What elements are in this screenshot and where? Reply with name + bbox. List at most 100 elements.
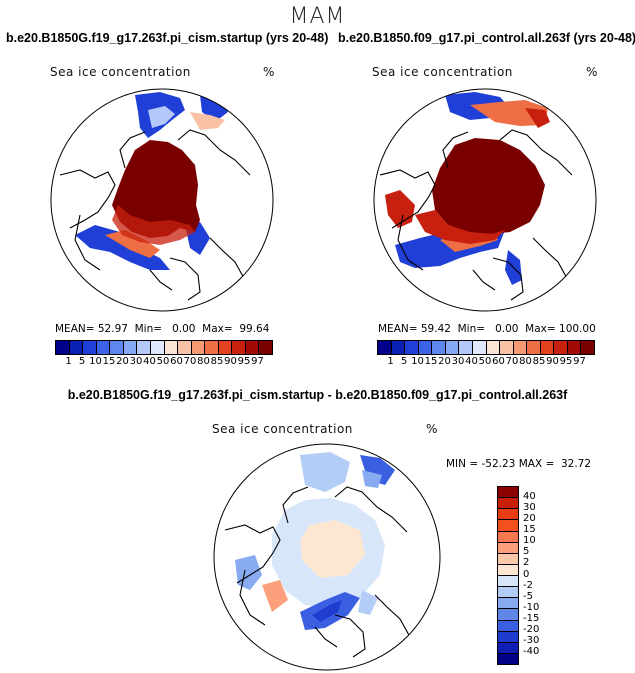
panel1-ice-edge-baffin	[185, 222, 210, 255]
diff-colorbar-swatch	[498, 620, 518, 632]
diff-colorbar-tick-label: -20	[523, 623, 540, 635]
panel1-title: b.e20.B1850G.f19_g17.263f.pi_cism.startu…	[6, 31, 329, 45]
panel1-max-label: Max=	[202, 323, 233, 335]
panel2-central-pack-ice	[432, 138, 545, 234]
diff-colorbar-tick-label: -2	[523, 579, 533, 591]
panel1-stats: MEAN= 52.97 Min= 0.00 Max= 99.64	[55, 323, 269, 335]
diff-colorbar-tick-label: 10	[523, 535, 536, 547]
panel2-colorbar-swatch	[581, 341, 594, 354]
panel2-mean-value: 59.42	[420, 323, 451, 335]
diff-colorbar-swatch	[498, 598, 518, 610]
panel1-colorbar-tick-label: 20	[116, 356, 129, 367]
panel1-colorbar-swatch	[191, 341, 206, 354]
diff-region-greenland-pos	[262, 580, 288, 612]
panel1-colorbar-tick-label: 70	[183, 356, 197, 367]
diff-colorbar-tick-label: 5	[523, 546, 530, 558]
panel1-colorbar-tick-label: 40	[143, 356, 156, 367]
panel2-colorbar-ticks: 1 5 10 15 20 30 40 50 60 70 80 85 90 95 97	[377, 356, 595, 368]
diff-min-value: -52.23	[481, 458, 516, 470]
panel2-max-label: Max=	[525, 323, 556, 335]
panel2-colorbar-tick-label: 15	[424, 356, 438, 367]
figure-season-title: MAM	[289, 4, 346, 29]
panel2-colorbar-tick-label: 70	[505, 356, 519, 367]
panel2-ice-edge-baffin	[505, 250, 522, 285]
diff-colorbar-tick-label: -15	[523, 612, 540, 624]
panel2-colorbar-swatch	[554, 341, 568, 354]
diff-region-labrador-neg	[235, 555, 262, 590]
panel2-colorbar-tick-label: 97	[573, 356, 586, 367]
diff-max-value: 32.72	[560, 458, 592, 470]
diff-region-bering-neg	[360, 455, 395, 485]
panel2-colorbar-swatch	[391, 341, 406, 354]
diff-region-bering-edge	[362, 470, 382, 488]
diff-region-central-slight-pos	[300, 520, 365, 578]
diff-min-label: MIN =	[446, 458, 479, 470]
panel2-map-boundary	[373, 88, 597, 312]
diff-colorbar-tick-label: -5	[523, 590, 533, 602]
diff-colorbar-tick-label: -10	[523, 601, 540, 613]
panel2-colorbar	[377, 340, 595, 355]
panel1-max-value: 99.64	[239, 323, 270, 335]
panel2-colorbar-tick-label: 50	[478, 356, 492, 367]
panel1-colorbar-tick-label: 5	[78, 356, 86, 367]
diff-colorbar-swatch	[498, 498, 518, 510]
panel1-colorbar-swatch	[259, 341, 272, 354]
panel1-colorbar-swatch	[232, 341, 246, 354]
diff-variable-label: Sea ice concentration	[212, 422, 353, 436]
diff-stats: MIN = -52.23 MAX = 32.72	[446, 458, 591, 470]
diff-region-pacific-neg	[300, 452, 350, 492]
panel1-colorbar-swatch	[164, 341, 179, 354]
panel2-colorbar-tick-label: 30	[451, 356, 465, 367]
panel2-ice-edge-labrador	[385, 190, 415, 228]
diff-colorbar-swatch	[498, 631, 518, 643]
panel1-ice-edge-okhotsk	[190, 112, 225, 130]
diff-colorbar-swatch	[498, 564, 518, 576]
panel2-colorbar-swatch	[405, 341, 419, 354]
panel1-colorbar-swatch	[178, 341, 192, 354]
panel2-colorbar-tick-label: 60	[492, 356, 505, 367]
diff-colorbar-tick-label: 40	[523, 491, 536, 503]
panel1-pack-margin	[112, 205, 195, 245]
diff-colorbar-swatch	[498, 520, 518, 532]
panel1-colorbar-tick-label: 10	[89, 356, 102, 367]
panel1-mean-label: MEAN=	[55, 323, 95, 335]
panel1-colorbar-swatch	[150, 341, 165, 354]
panel2-colorbar-swatch	[527, 341, 541, 354]
panel1-colorbar-tick-label: 30	[129, 356, 143, 367]
diff-colorbar-swatch	[498, 642, 518, 654]
panel1-colorbar-swatch	[56, 341, 70, 354]
panel2-mean-label: MEAN=	[378, 323, 418, 335]
diff-colorbar-swatch	[498, 542, 518, 554]
panel1-map-boundary	[50, 88, 274, 312]
panel1-colorbar-tick-label: 50	[156, 356, 170, 367]
panel1-colorbar-swatch	[205, 341, 219, 354]
diff-colorbar-swatch	[498, 509, 518, 521]
panel2-colorbar-tick-label: 85	[532, 356, 546, 367]
panel1-colorbar-tick-label: 95	[237, 356, 251, 367]
panel1-colorbar-swatch	[137, 341, 151, 354]
panel2-ice-edge-barents-warm	[440, 226, 498, 252]
panel1-ice-edge-barents-warm	[105, 230, 160, 258]
panel2-colorbar-swatch	[378, 341, 392, 354]
panel2-colorbar-swatch	[567, 341, 582, 354]
panel2-title: b.e20.B1850.f09_g17.pi_control.all.263f …	[338, 31, 635, 45]
panel1-colorbar-swatch	[218, 341, 233, 354]
panel2-colorbar-swatch	[432, 341, 446, 354]
panel2-min-label: Min=	[457, 323, 486, 335]
diff-coastlines	[224, 486, 411, 658]
diff-colorbar-tick-label: 2	[523, 557, 530, 569]
panel2-colorbar-tick-label: 90	[546, 356, 559, 367]
panel1-ice-edge-pacific	[135, 92, 185, 138]
diff-panel-title: b.e20.B1850G.f19_g17.263f.pi_cism.startu…	[67, 388, 568, 402]
panel1-units-label: %	[263, 65, 275, 79]
panel1-colorbar	[55, 340, 273, 355]
diff-colorbar-tick-label: -30	[523, 634, 540, 646]
diff-colorbar-swatch	[498, 487, 518, 499]
diff-colorbar-swatch	[498, 653, 518, 664]
panel1-colorbar-tick-label: 1	[65, 356, 72, 367]
panel1-variable-label: Sea ice concentration	[50, 65, 191, 79]
diff-region-kara-neg	[358, 590, 378, 615]
panel2-colorbar-tick-label: 5	[400, 356, 408, 367]
panel1-central-pack-ice	[112, 140, 200, 238]
